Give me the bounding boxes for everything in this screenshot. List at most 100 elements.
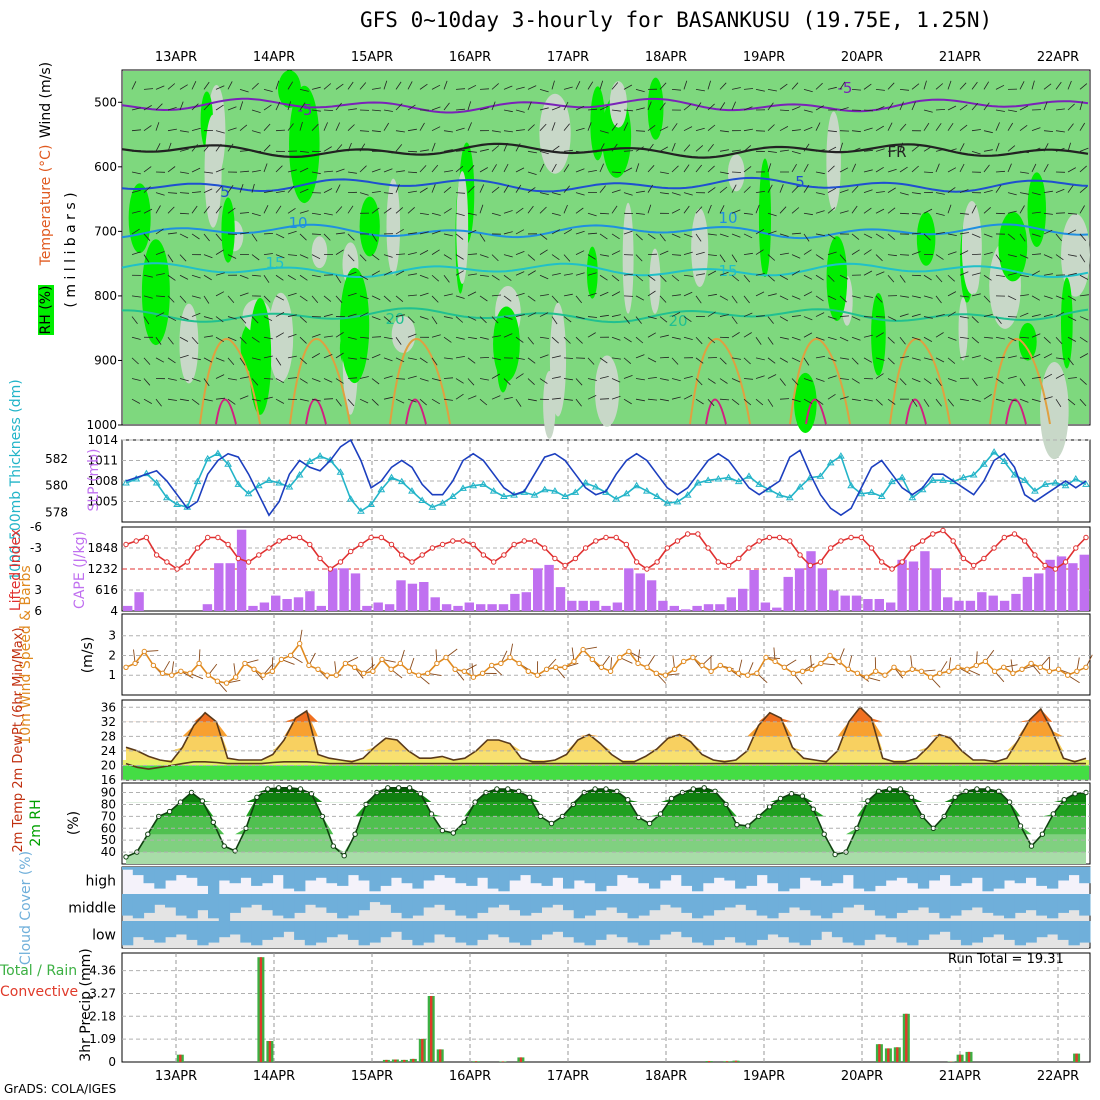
wind-barb [251,170,261,173]
wind-barb [335,102,342,111]
cape-bar [498,604,509,611]
wind-barb [563,254,571,262]
rh-line-point [1017,823,1024,829]
cloud-bar [756,894,768,916]
wind-barb [527,124,535,131]
wind-barb [263,205,269,214]
wind-barb [143,105,152,111]
wind-barb [347,142,352,152]
wind-barb [311,295,319,304]
wind-barb [179,84,188,90]
cloud-bar [788,894,801,908]
rh-line-point [766,804,773,810]
rh-line-point [199,798,206,804]
ytick-cape: 4 [110,604,118,618]
wind-speed-line-point [196,660,202,667]
wind-barb [743,88,754,90]
wind-barb [1055,373,1065,379]
wind-barb [275,80,280,90]
wind-barb [167,206,175,214]
cloud-bar [390,867,403,878]
wind-barb [587,108,598,111]
wind-barb [647,274,656,281]
wind-barb [899,356,909,359]
wind-barb [947,311,956,317]
cloud-bar [982,867,994,892]
cape-bar [999,600,1010,611]
wind-barb [671,357,679,365]
wind-barb [431,184,436,193]
lifted-index-line-point [715,559,721,565]
ytick-pressure: 900 [94,353,117,367]
wind-barb [347,124,355,131]
thickness-line-point [367,500,375,508]
ytick-temp: 20 [101,758,116,772]
wind-barb [851,147,861,152]
wind-barb [611,395,621,400]
wind-barb [515,129,525,132]
wind-barb [335,378,344,384]
ytick-li: 3 [34,583,42,597]
cape-bar [476,604,486,611]
wind-barb [683,164,690,173]
cape-bar [920,551,930,611]
wind-barb [779,398,790,400]
cloud-bar [154,921,166,943]
thickness-line-point [928,476,937,483]
rh-line-point [341,853,347,859]
rh-line-point [276,785,282,791]
wind-barb [479,204,484,214]
wind-barb [851,185,859,193]
wind-barb [335,249,344,255]
wind-barb [263,123,271,131]
wind-barb [251,109,261,113]
wind-speed-line-point [781,664,787,670]
wind-barb [179,274,189,280]
cloud-bar [186,921,198,940]
cloud-bar [692,921,704,943]
cloud-bar [326,921,338,938]
wind-barb [395,253,406,255]
lifted-index-line-point [399,552,405,558]
wind-barb [527,254,536,261]
wind-barb [1007,145,1016,152]
rh-blob [998,211,1028,282]
wind-barb [515,398,522,407]
wind-barb [179,295,187,303]
wind-barb [587,212,597,217]
cloud-bar [616,894,629,913]
lifted-index-line-point [296,534,303,541]
wind-barb [131,81,137,90]
cloud-bar [487,867,499,889]
rh-line-point [494,786,500,792]
wind-barb [323,378,333,383]
wind-barb [815,192,825,195]
wind-speed-line-point [150,662,157,669]
wind-barb [1031,253,1042,255]
temp-band [126,707,1086,722]
lifted-index-line-point [766,534,773,541]
wind-barb [443,336,452,343]
thickness-line-point [1000,457,1009,465]
lifted-index-line-point [909,545,916,551]
wind-barb [311,86,321,90]
wind-barb [827,207,836,214]
wind-barb [491,294,502,297]
wind-barb [527,171,537,175]
wind-barb [359,336,369,339]
wind-barb [875,148,885,152]
wind-barb [131,150,142,152]
thickness-line-point [653,492,661,499]
cloud-bar [347,894,360,916]
cloud-bar [670,921,682,932]
wind-barb [431,295,439,303]
cloud-bar [928,894,940,913]
wind-barb [875,332,884,338]
cloud-bar [552,921,564,932]
wind-barb [323,109,334,111]
wind-barb [911,336,921,341]
wind-barb [683,316,692,323]
thickness-line-point [459,484,467,491]
wind-barb [323,170,334,173]
wind-barb [287,292,297,297]
